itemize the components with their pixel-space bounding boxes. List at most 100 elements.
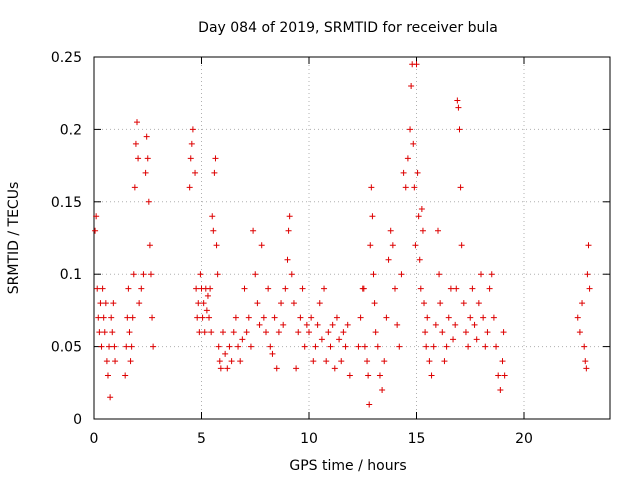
data-point — [478, 271, 484, 278]
data-point — [447, 285, 454, 292]
data-point — [415, 213, 422, 220]
data-point — [303, 321, 310, 328]
data-point — [214, 271, 221, 278]
data-point — [136, 300, 143, 307]
data-point — [192, 169, 199, 176]
data-point — [318, 336, 325, 343]
y-tick-label: 0.2 — [60, 122, 82, 138]
y-tick-label: 0.05 — [51, 340, 82, 356]
data-point — [245, 314, 252, 321]
data-point — [94, 285, 101, 292]
data-point — [381, 358, 388, 365]
data-point — [197, 271, 204, 278]
data-point — [402, 184, 409, 191]
data-point — [579, 300, 586, 307]
data-point — [414, 169, 421, 176]
data-point — [475, 300, 482, 307]
data-point — [142, 169, 149, 176]
data-point — [454, 97, 461, 104]
data-point — [372, 329, 379, 336]
data-point — [497, 387, 504, 394]
data-point — [250, 227, 257, 234]
data-point — [400, 169, 407, 176]
data-point — [193, 285, 200, 292]
data-point — [584, 271, 591, 278]
data-point — [97, 300, 104, 307]
data-point — [224, 365, 231, 372]
data-point — [102, 300, 109, 307]
data-point — [452, 321, 459, 328]
data-point — [586, 285, 593, 292]
data-point — [407, 126, 414, 133]
data-point — [394, 321, 401, 328]
data-point — [103, 358, 110, 365]
x-ticks: 0 5 10 15 20 — [90, 57, 533, 447]
data-point — [331, 365, 338, 372]
data-point — [376, 372, 383, 379]
data-point — [110, 300, 117, 307]
data-point — [95, 314, 102, 321]
data-point — [210, 227, 217, 234]
data-point — [215, 343, 222, 350]
data-point — [365, 372, 372, 379]
data-point — [150, 343, 157, 350]
data-point — [203, 307, 210, 314]
data-point — [325, 329, 332, 336]
data-point — [108, 314, 115, 321]
data-point — [329, 321, 336, 328]
data-point — [220, 329, 226, 336]
data-point — [408, 82, 415, 89]
data-point — [226, 343, 233, 350]
data-point — [357, 314, 364, 321]
data-point — [228, 358, 235, 365]
data-point — [208, 329, 215, 336]
data-point — [501, 372, 508, 379]
data-point — [383, 314, 390, 321]
data-point — [134, 119, 140, 126]
data-point — [450, 336, 457, 343]
x-tick-label: 20 — [515, 431, 533, 447]
data-point — [385, 256, 392, 263]
data-point — [147, 271, 154, 278]
data-point — [232, 314, 239, 321]
data-point — [130, 271, 137, 278]
data-point — [273, 365, 280, 372]
data-point — [424, 314, 431, 321]
data-point — [285, 227, 292, 234]
data-point — [368, 184, 375, 191]
data-point — [123, 343, 130, 350]
data-point — [194, 314, 201, 321]
data-point — [122, 372, 129, 379]
x-tick-label: 10 — [300, 431, 318, 447]
data-point — [316, 300, 323, 307]
data-point — [445, 314, 452, 321]
data-point — [428, 372, 435, 379]
data-point — [271, 314, 278, 321]
data-point — [490, 314, 497, 321]
data-point — [212, 155, 219, 162]
data-point — [389, 242, 396, 249]
data-point — [265, 285, 272, 292]
x-tick-label: 5 — [197, 431, 206, 447]
data-point — [237, 358, 244, 365]
data-point — [486, 285, 493, 292]
x-axis-label: GPS time / hours — [289, 458, 406, 474]
data-point — [131, 184, 138, 191]
data-point — [314, 321, 321, 328]
data-point — [396, 343, 403, 350]
data-point — [469, 285, 476, 292]
data-point — [186, 184, 193, 191]
data-point — [417, 285, 424, 292]
data-point — [416, 256, 423, 263]
data-point — [423, 343, 430, 350]
data-point — [101, 329, 108, 336]
data-point — [371, 300, 378, 307]
data-point — [146, 242, 153, 249]
data-point — [364, 358, 371, 365]
data-point — [143, 133, 150, 140]
data-point — [256, 321, 263, 328]
data-point — [421, 300, 428, 307]
data-point — [412, 242, 419, 249]
data-point — [111, 343, 118, 350]
data-point — [457, 184, 464, 191]
